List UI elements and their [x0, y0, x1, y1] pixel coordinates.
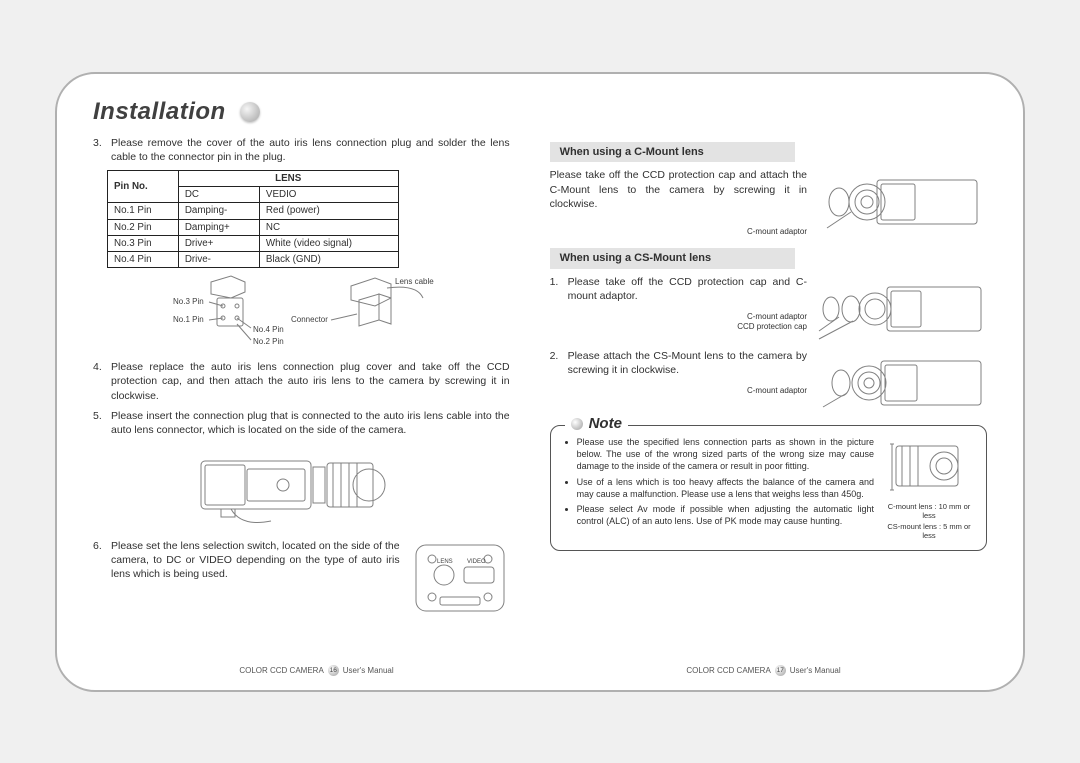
- right-column: When using a C-Mount lens Please take of…: [550, 136, 987, 659]
- note-item: Use of a lens which is too heavy affects…: [577, 476, 874, 500]
- note-spec-2: CS-mount lens : 5 mm or less: [884, 522, 974, 540]
- cell: Black (GND): [259, 251, 398, 267]
- step-6-text: Please set the lens selection switch, lo…: [111, 539, 400, 582]
- cell: No.2 Pin: [108, 219, 179, 235]
- note-title: Note: [565, 414, 628, 434]
- page-number-right: 17: [775, 665, 786, 676]
- cs-mount-heading: When using a CS-Mount lens: [550, 248, 795, 269]
- th-pin: Pin No.: [108, 170, 179, 202]
- footer-brand: COLOR CCD CAMERA: [239, 666, 323, 675]
- cs-step-2-text: Please attach the CS-Mount lens to the c…: [568, 349, 807, 377]
- note-dot-icon: [571, 418, 583, 430]
- cell: Red (power): [259, 203, 398, 219]
- svg-text:No.2 Pin: No.2 Pin: [253, 337, 284, 346]
- title-dot-icon: [240, 102, 260, 122]
- svg-text:No.1 Pin: No.1 Pin: [173, 315, 204, 324]
- svg-text:Connector: Connector: [291, 315, 328, 324]
- cs-label-1a: C-mount adaptor: [550, 312, 807, 323]
- connector-diagram: No.3 Pin No.1 Pin No.4 Pin No.2 Pin Lens…: [151, 274, 451, 354]
- cell: Damping+: [178, 219, 259, 235]
- cs-label-2: C-mount adaptor: [550, 386, 807, 397]
- note-title-text: Note: [589, 414, 622, 434]
- footer-left: COLOR CCD CAMERA 16 User's Manual: [239, 665, 393, 676]
- note-item: Please use the specified lens connection…: [577, 436, 874, 472]
- step-5: 5. Please insert the connection plug tha…: [93, 409, 510, 437]
- c-mount-text: Please take off the CCD protection cap a…: [550, 168, 807, 211]
- step-5-text: Please insert the connection plug that i…: [111, 409, 510, 437]
- cs-step-1-text: Please take off the CCD protection cap a…: [568, 275, 807, 303]
- svg-text:VIDEO: VIDEO: [467, 559, 486, 565]
- step-6: 6. Please set the lens selection switch,…: [93, 539, 400, 582]
- cs-label-1b: CCD protection cap: [550, 322, 807, 333]
- svg-text:No.4 Pin: No.4 Pin: [253, 325, 284, 334]
- cell: NC: [259, 219, 398, 235]
- cell: No.4 Pin: [108, 251, 179, 267]
- cell: Damping-: [178, 203, 259, 219]
- cell: No.3 Pin: [108, 235, 179, 251]
- step-3-text: Please remove the cover of the auto iris…: [111, 136, 510, 164]
- cell: VEDIO: [259, 187, 398, 203]
- note-list: Please use the specified lens connection…: [563, 436, 874, 530]
- cell: Drive-: [178, 251, 259, 267]
- c-mount-heading: When using a C-Mount lens: [550, 142, 795, 163]
- page-footer: COLOR CCD CAMERA 16 User's Manual COLOR …: [93, 665, 987, 676]
- switch-panel-diagram: LENS VIDEO: [410, 539, 510, 617]
- note-item: Please select Av mode if possible when a…: [577, 503, 874, 527]
- content-columns: 3. Please remove the cover of the auto i…: [93, 136, 987, 659]
- step-4-text: Please replace the auto iris lens connec…: [111, 360, 510, 403]
- footer-manual: User's Manual: [790, 666, 841, 675]
- cs-step-1: 1.Please take off the CCD protection cap…: [550, 275, 987, 345]
- cell: Drive+: [178, 235, 259, 251]
- c-mount-label: C-mount adaptor: [550, 227, 807, 238]
- svg-text:No.3 Pin: No.3 Pin: [173, 297, 204, 306]
- svg-text:LENS: LENS: [437, 559, 453, 565]
- cell: DC: [178, 187, 259, 203]
- footer-manual: User's Manual: [343, 666, 394, 675]
- th-lens: LENS: [178, 170, 398, 186]
- step-3: 3. Please remove the cover of the auto i…: [93, 136, 510, 164]
- cs-mount-camera-icon-1: [817, 275, 987, 345]
- left-column: 3. Please remove the cover of the auto i…: [93, 136, 510, 659]
- camera-with-lens-diagram: [171, 443, 431, 533]
- step-4: 4. Please replace the auto iris lens con…: [93, 360, 510, 403]
- cell: No.1 Pin: [108, 203, 179, 219]
- title-text: Installation: [93, 98, 226, 126]
- footer-right: COLOR CCD CAMERA 17 User's Manual: [686, 665, 840, 676]
- c-mount-block: Please take off the CCD protection cap a…: [550, 168, 987, 238]
- svg-text:Lens cable: Lens cable: [395, 277, 434, 286]
- section-title: Installation: [93, 98, 987, 126]
- note-lens-diagram: C-mount lens : 10 mm or less CS-mount le…: [884, 436, 974, 540]
- c-mount-camera-icon: [817, 168, 987, 238]
- footer-brand: COLOR CCD CAMERA: [686, 666, 770, 675]
- cell: White (video signal): [259, 235, 398, 251]
- cs-mount-camera-icon-2: [817, 349, 987, 419]
- note-spec-1: C-mount lens : 10 mm or less: [884, 502, 974, 520]
- pin-table: Pin No. LENS DC VEDIO No.1 PinDamping-Re…: [107, 170, 399, 268]
- cs-step-2: 2.Please attach the CS-Mount lens to the…: [550, 349, 987, 419]
- page-number-left: 16: [328, 665, 339, 676]
- manual-page: Installation 3. Please remove the cover …: [55, 72, 1025, 692]
- note-box: Note Please use the specified lens conne…: [550, 425, 987, 551]
